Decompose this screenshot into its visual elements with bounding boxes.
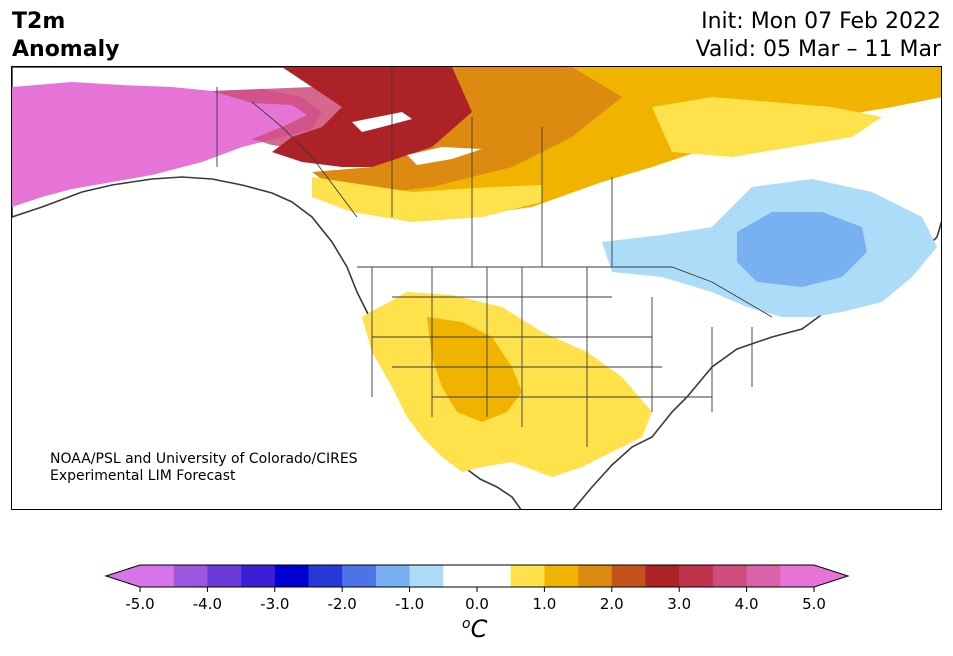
colorbar-cell (140, 565, 175, 587)
southwest-gold (427, 317, 522, 422)
credit-line-2: Experimental LIM Forecast (50, 468, 236, 484)
unit-degree: o (462, 616, 471, 632)
unit-label: oC (462, 615, 487, 643)
colorbar-cell (611, 565, 646, 587)
arctic-yellow (652, 97, 882, 157)
colorbar-tick-label: -3.0 (260, 595, 289, 613)
unit-celsius: C (470, 615, 488, 643)
colorbar-cell (173, 565, 208, 587)
chart-title: T2m Anomaly (12, 8, 119, 64)
colorbar-cell (342, 565, 377, 587)
colorbar-cell (308, 565, 343, 587)
map-svg (12, 67, 941, 509)
colorbar-ticks: -5.0 -4.0 -3.0 -2.0 -1.0 0.0 1.0 2.0 3.0 4.0 5.0 (125, 587, 826, 613)
plains-yellow (312, 177, 542, 222)
colorbar-tick-label: -2.0 (328, 595, 357, 613)
great-slave-lake (407, 147, 482, 165)
political-borders (216, 67, 773, 447)
colorbar-cell (274, 565, 309, 587)
colorbar-cell (375, 565, 411, 587)
colorbar-cell (578, 565, 613, 587)
colorbar-cells (140, 565, 815, 587)
colorbar-cell (241, 565, 276, 587)
colorbar-outline (104, 564, 850, 588)
colorbar-tick-label: -5.0 (125, 595, 154, 613)
colorbar-cell (510, 565, 545, 587)
colorbar-tick-label: 3.0 (667, 595, 691, 613)
title-line-2: Anomaly (12, 37, 120, 62)
colorbar-cell (409, 565, 444, 587)
colorbar-tick-label: 1.0 (532, 595, 556, 613)
colorbar-tick-label: 0.0 (465, 595, 489, 613)
valid-range: Valid: 05 Mar – 11 Mar (695, 37, 941, 62)
colorbar-cell (746, 565, 781, 587)
colorbar-cell (443, 565, 478, 587)
colorbar-cell (780, 565, 815, 587)
anomaly-map: NOAA/PSL and University of Colorado/CIRE… (11, 66, 942, 510)
colorbar-tick-label: 5.0 (802, 595, 826, 613)
data-credit: NOAA/PSL and University of Colorado/CIRE… (50, 451, 358, 485)
colorbar-left-extension (106, 565, 140, 587)
colorbar-right-extension (814, 565, 848, 587)
colorbar-cell (544, 565, 579, 587)
great-bear-lake (352, 112, 412, 132)
credit-line-1: NOAA/PSL and University of Colorado/CIRE… (50, 451, 358, 467)
date-info: Init: Mon 07 Feb 2022 Valid: 05 Mar – 11… (696, 8, 941, 64)
alaska-strong-anomaly (12, 82, 322, 207)
colorbar-cell (712, 565, 748, 587)
colorbar-tick-label: 2.0 (600, 595, 624, 613)
colorbar-tick-label: -1.0 (395, 595, 424, 613)
colorbar-cell (645, 565, 680, 587)
colorbar-tick-label: 4.0 (735, 595, 759, 613)
title-line-1: T2m (12, 9, 66, 34)
init-date: Init: Mon 07 Feb 2022 (701, 9, 941, 34)
canada-orange (312, 67, 652, 195)
colorbar-cell (477, 565, 512, 587)
colorbar-tick-label: -4.0 (193, 595, 222, 613)
colorbar: -5.0 -4.0 -3.0 -2.0 -1.0 0.0 1.0 2.0 3.0 4.0 5.0 (104, 564, 850, 613)
colorbar-cell (207, 565, 242, 587)
colorbar-cell (679, 565, 714, 587)
east-canada-blue (737, 212, 867, 287)
